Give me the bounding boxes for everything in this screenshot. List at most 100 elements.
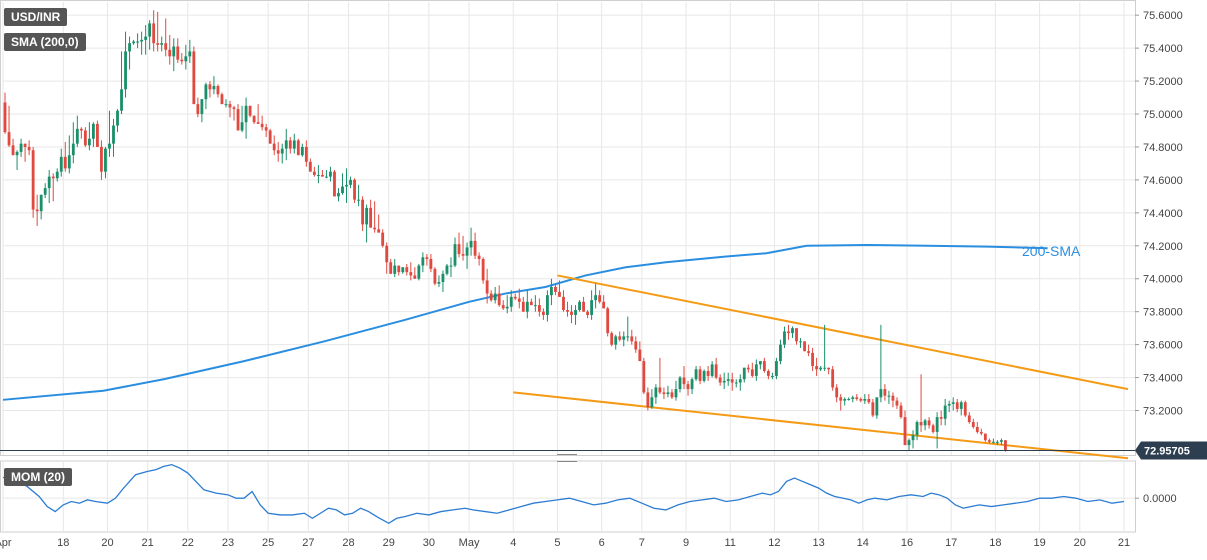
candle-body (513, 296, 517, 299)
candle (963, 400, 967, 418)
candle-body (316, 174, 320, 176)
candle (674, 380, 678, 401)
candle-body (674, 389, 678, 398)
channel-lower-line (513, 391, 1129, 460)
candle (823, 324, 827, 371)
candle-body (457, 244, 461, 255)
candle (3, 92, 7, 134)
sma-indicator-badge[interactable]: SMA (200,0) (4, 33, 86, 51)
candle-body (252, 115, 256, 123)
candle-body (429, 258, 433, 269)
y-axis-ticks: 75.6000 75.4000 75.2000 75.0000 74.8000 74.60… (1135, 10, 1183, 418)
candle-body (505, 306, 509, 309)
candle-body (787, 331, 790, 334)
candle-body (634, 341, 638, 350)
x-tick-label: May (459, 537, 480, 549)
candle-body (152, 23, 156, 44)
candle (947, 400, 951, 413)
candle (345, 168, 348, 203)
y-tick-label: 75.0000 (1143, 109, 1183, 121)
candle-body (55, 171, 59, 179)
candle (381, 229, 385, 248)
x-axis-ticks: Apr 18 20 21 22 23 25 27 28 29 30 May 4 5 6 7 9 11 12 13 14 1… (0, 537, 1130, 549)
candle-body (75, 128, 79, 144)
candle-body (441, 273, 445, 283)
candle (979, 428, 983, 436)
candle (517, 288, 521, 309)
candle-body (369, 207, 373, 228)
candle-body (144, 36, 148, 40)
candle (654, 384, 658, 404)
candle (23, 143, 27, 162)
candle (148, 20, 152, 50)
candle-body (807, 351, 810, 353)
candle (638, 341, 642, 362)
candle (55, 168, 59, 182)
candle-body (642, 361, 646, 393)
candle (365, 204, 369, 243)
candle (975, 422, 979, 434)
candle (284, 128, 288, 161)
candle-body (630, 336, 634, 342)
candle (967, 412, 971, 424)
candle (610, 331, 614, 347)
candle-body (1004, 440, 1007, 451)
candle (401, 267, 405, 274)
candle (795, 328, 798, 345)
candle (216, 84, 220, 98)
candle-body (19, 143, 23, 152)
x-tick-label: 4 (510, 537, 516, 549)
candle-body (59, 156, 63, 172)
x-tick-label: Apr (0, 537, 12, 549)
candle-body (477, 255, 481, 259)
candle-body (349, 179, 352, 185)
candle-body (991, 441, 995, 443)
candle (509, 290, 513, 312)
candle (75, 115, 79, 147)
candle-body (799, 341, 802, 343)
candle (505, 295, 509, 314)
candle (726, 372, 730, 386)
panel-resize-handle[interactable] (557, 454, 577, 462)
candle (746, 364, 750, 373)
candle (308, 158, 312, 172)
candle-body (300, 146, 304, 156)
candle (461, 235, 465, 261)
candle-body (445, 265, 449, 274)
candle-body (341, 186, 344, 194)
candle (839, 394, 843, 411)
candle-body (124, 51, 127, 90)
candle-body (240, 122, 244, 131)
candle-body (385, 245, 389, 263)
candle (124, 31, 127, 98)
candle (987, 438, 991, 444)
candle (883, 384, 887, 401)
candle-body (570, 311, 573, 315)
candle (389, 258, 393, 274)
x-tick-label: 27 (302, 537, 314, 549)
candle-body (31, 150, 35, 210)
candle (67, 135, 71, 174)
candle-body (216, 86, 220, 95)
candle-body (232, 107, 236, 110)
symbol-badge[interactable]: USD/INR (4, 8, 68, 26)
candle-body (280, 148, 284, 154)
candle-body (453, 244, 457, 266)
candle (172, 38, 176, 72)
candle-body (96, 123, 99, 147)
momentum-indicator-badge[interactable]: MOM (20) (4, 468, 72, 486)
candle (321, 170, 324, 177)
candle (204, 82, 208, 110)
candle (164, 18, 168, 57)
candle (1000, 438, 1003, 446)
candle (558, 280, 561, 297)
x-tick-label: 13 (812, 537, 824, 549)
candle (666, 385, 670, 398)
candle (835, 384, 839, 403)
candle (907, 438, 911, 451)
candle (288, 137, 292, 154)
candle-body (35, 209, 39, 212)
x-tick-label: 6 (599, 537, 605, 549)
candle-body (11, 145, 15, 156)
momentum-line (2, 463, 1125, 525)
